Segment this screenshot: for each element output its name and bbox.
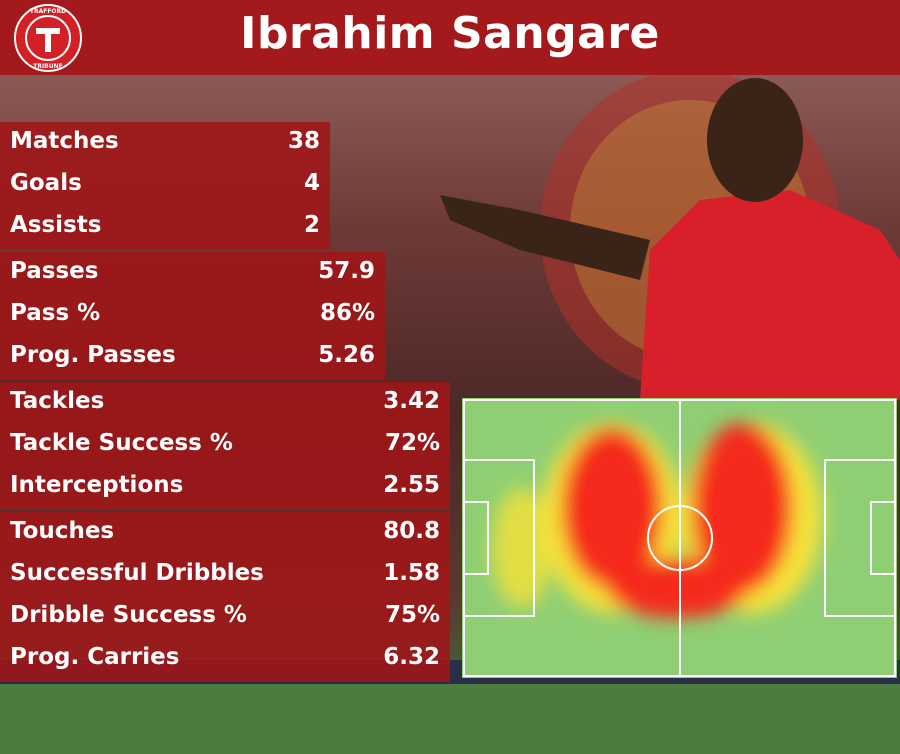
stat-label: Interceptions [10, 472, 184, 498]
stat-value: 75% [384, 602, 440, 628]
logo: TRAFFORD TRIBUNE [14, 4, 82, 72]
stat-value: 4 [303, 170, 320, 196]
stat-value: 2 [303, 212, 320, 238]
stat-row: Dribble Success % 75% [0, 596, 450, 638]
stat-row: Tackles 3.42 [0, 382, 450, 424]
stat-value: 2.55 [383, 472, 440, 498]
stat-value: 80.8 [383, 518, 440, 544]
stat-value: 57.9 [318, 258, 375, 284]
stat-label: Passes [10, 258, 99, 284]
stat-value: 6.32 [383, 644, 440, 670]
stat-label: Goals [10, 170, 82, 196]
stat-group: Touches 80.8 Successful Dribbles 1.58 Dribbl… [0, 512, 450, 682]
stat-row: Prog. Passes 5.26 [0, 336, 385, 378]
stat-row: Tackle Success % 72% [0, 424, 450, 466]
stat-label: Successful Dribbles [10, 560, 264, 586]
stat-label: Assists [10, 212, 102, 238]
title-bar: TRAFFORD TRIBUNE Ibrahim Sangare [0, 0, 900, 75]
stat-label: Touches [10, 518, 115, 544]
stat-label: Prog. Carries [10, 644, 180, 670]
stat-value: 72% [384, 430, 440, 456]
stat-row: Assists 2 [0, 206, 330, 248]
heatmap [462, 398, 897, 678]
stat-label: Matches [10, 128, 119, 154]
stat-value: 38 [287, 128, 320, 154]
stat-row: Passes 57.9 [0, 252, 385, 294]
stat-value: 5.26 [318, 342, 375, 368]
stat-value: 86% [319, 300, 375, 326]
stat-label: Dribble Success % [10, 602, 247, 628]
stat-row: Matches 38 [0, 122, 330, 164]
stat-row: Prog. Carries 6.32 [0, 638, 450, 680]
stat-label: Prog. Passes [10, 342, 176, 368]
stat-value: 3.42 [383, 388, 440, 414]
logo-bottom: TRIBUNE [33, 63, 63, 70]
stat-label: Tackle Success % [10, 430, 233, 456]
stat-row: Pass % 86% [0, 294, 385, 336]
stat-row: Successful Dribbles 1.58 [0, 554, 450, 596]
title: Ibrahim Sangare [240, 8, 660, 59]
stat-group: Matches 38 Goals 4 Assists 2 [0, 122, 330, 250]
stat-label: Tackles [10, 388, 105, 414]
logo-top: TRAFFORD [30, 8, 66, 15]
stat-group: Passes 57.9 Pass % 86% Prog. Passes 5.26 [0, 252, 385, 380]
stat-group: Tackles 3.42 Tackle Success % 72% Intercepti… [0, 382, 450, 510]
stat-row: Goals 4 [0, 164, 330, 206]
stat-row: Touches 80.8 [0, 512, 450, 554]
stat-label: Pass % [10, 300, 101, 326]
stat-row: Interceptions 2.55 [0, 466, 450, 508]
stat-value: 1.58 [383, 560, 440, 586]
